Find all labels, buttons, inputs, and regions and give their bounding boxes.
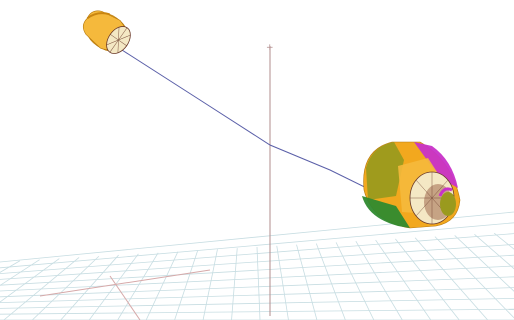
grid-line (0, 260, 20, 273)
grid-line (0, 287, 514, 303)
grid-line (276, 245, 289, 320)
vertical-axis: + (266, 43, 274, 316)
grid-line (60, 254, 119, 320)
grid-accent-line (39, 269, 211, 297)
grid-line (0, 265, 514, 292)
grid-line (117, 252, 159, 320)
grid-line (0, 298, 514, 309)
grid-line (0, 258, 60, 303)
grid-line (0, 259, 40, 286)
grid-accent-line (109, 275, 141, 320)
small-capsule[interactable] (77, 4, 136, 60)
grid-line (145, 251, 179, 320)
grid-line (174, 250, 199, 320)
grid-line (0, 276, 514, 298)
grid-line (0, 233, 514, 274)
grid-line (202, 249, 218, 320)
large-capsule[interactable] (362, 141, 461, 229)
grid-line (395, 238, 460, 320)
grid-line (0, 222, 514, 269)
grid-line (315, 243, 346, 320)
grid-line (474, 234, 514, 270)
grid-line (256, 246, 261, 320)
tether-line (121, 49, 386, 198)
ground-grid (0, 211, 514, 320)
grid-line (335, 242, 375, 320)
grid-line (0, 254, 514, 286)
axis-label: + (266, 43, 274, 53)
grid-line (88, 253, 139, 320)
grid-line (0, 308, 514, 315)
grid-line (355, 241, 403, 320)
grid-line (296, 244, 318, 320)
grid-line (493, 232, 514, 250)
grid-line (231, 248, 238, 320)
grid-line (0, 244, 514, 280)
